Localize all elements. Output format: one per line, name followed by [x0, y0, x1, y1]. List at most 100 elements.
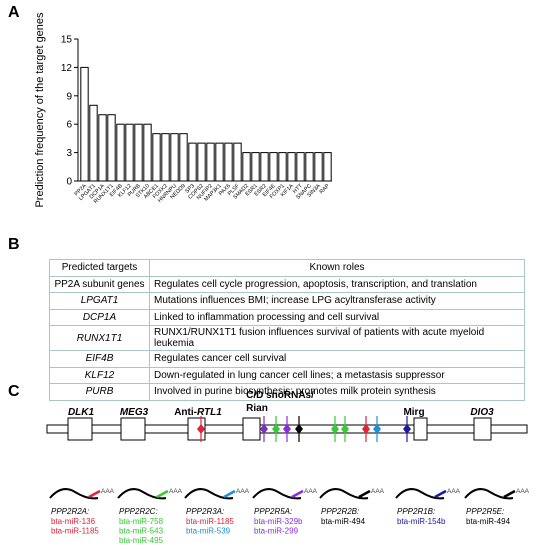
mirna-binding-mark [88, 489, 101, 499]
panel-label-c: C [8, 383, 20, 400]
y-tick-label: 9 [66, 91, 72, 102]
bars [80, 66, 332, 182]
x-tick-label: SP3 [184, 183, 196, 195]
bar [188, 142, 197, 182]
gene-label-mirg: Mirg [403, 407, 424, 418]
poly-a-tail: AAA [516, 488, 530, 495]
gene-label-dio3: DIO3 [470, 407, 494, 418]
bar [161, 133, 170, 182]
target-transcript: AAA PPP2R5E:bta-miR-494 [464, 488, 530, 526]
cell-predicted-target: EIF4B [49, 350, 150, 368]
mirna-binding-mark [291, 489, 304, 499]
mirna-name: bta-miR-539 [186, 527, 231, 536]
mirna-marker-diamond [403, 424, 411, 434]
mrna-curve [319, 488, 369, 500]
table-row: PURB Involved in purine biosynthesis; pro… [49, 383, 525, 401]
bar [260, 152, 269, 182]
mirna-marker-diamond [283, 424, 291, 434]
target-gene-name: PPP2R2C: [119, 507, 158, 516]
table-row: KLF12 Down-regulated in lung cancer cell … [49, 366, 525, 384]
bar [116, 123, 125, 182]
bar [98, 114, 107, 182]
bar [296, 152, 305, 182]
x-tick-label: RAP [319, 183, 331, 195]
mirna-name: bta-miR-299 [254, 527, 299, 536]
mrna-curve [184, 488, 234, 500]
bar [179, 133, 188, 182]
bar [89, 104, 98, 182]
y-tick-label: 0 [66, 177, 72, 188]
cell-known-role: Linked to inflammation processing and ce… [149, 308, 525, 326]
mirna-binding-mark [503, 489, 516, 499]
bar [80, 66, 89, 182]
bar [170, 133, 179, 182]
mirna-binding-mark [434, 489, 447, 499]
gene-box-rian [242, 417, 261, 441]
panel-label-a: A [8, 4, 20, 21]
mirna-marker-diamond [331, 424, 339, 434]
mirna-binding-mark [358, 489, 371, 499]
locus-diagram: DLK1 MEG3 Anti-RTL1 C/D snoRNAs/ Rian Mi… [46, 390, 530, 545]
poly-a-tail: AAA [101, 488, 115, 495]
target-transcripts: AAAPPP2R2A:bta-miR-136bta-miR-1185AAAPPP… [49, 488, 530, 545]
mirna-name: bta-miR-758 [119, 517, 164, 526]
known-roles-table: Predicted targets Known roles PP2A subun… [49, 259, 525, 401]
table-header-row: Predicted targets Known roles [49, 259, 525, 277]
gene-label-snorna: C/D snoRNAs/ [246, 390, 314, 401]
target-transcript: AAA PPP2R2B:bta-miR-494 [319, 488, 385, 526]
rtl1-italic: RTL1 [197, 407, 222, 418]
mirna-name: bta-miR-136 [51, 517, 96, 526]
x-tick-labels: PP2ALPGAT1DCP1ARUNX1T1EIF4BKLF12PURBSTK1… [74, 183, 331, 205]
mrna-curve [464, 488, 514, 500]
bar [206, 142, 215, 182]
mirna-binding-mark [223, 489, 236, 499]
y-tick-label: 15 [61, 35, 73, 46]
header-known-roles: Known roles [149, 259, 525, 277]
mirna-marker-diamond [197, 424, 205, 434]
header-predicted-targets: Predicted targets [49, 259, 150, 277]
mirna-marker-diamond [260, 424, 268, 434]
cell-predicted-target: RUNX1T1 [49, 325, 150, 351]
mirna-name: bta-miR-543 [119, 527, 164, 536]
target-gene-name: PPP2R2A: [51, 507, 89, 516]
mirna-name: bta-miR-154b [397, 517, 446, 526]
bar [323, 152, 332, 182]
bar [314, 152, 323, 182]
gene-box-mirg [413, 417, 428, 441]
table-row: EIF4B Regulates cancer cell survival [49, 350, 525, 368]
bar [287, 152, 296, 182]
poly-a-tail: AAA [236, 488, 250, 495]
cell-known-role: Regulates cell cycle progression, apopto… [149, 275, 525, 293]
mirna-marker-diamond [362, 424, 370, 434]
gene-label-meg3: MEG3 [120, 407, 149, 418]
target-transcript: AAA PPP2R2C:bta-miR-758bta-miR-543bta-miR… [117, 488, 183, 545]
cell-predicted-target: PP2A subunit genes [49, 275, 150, 293]
mirna-name: bta-miR-494 [321, 517, 366, 526]
gene-label-dlk1: DLK1 [68, 407, 95, 418]
bar [197, 142, 206, 182]
cell-predicted-target: LPGAT1 [49, 292, 150, 310]
target-gene-name: PPP2R5E: [466, 507, 504, 516]
known-roles-table-container: Predicted targets Known roles PP2A subun… [49, 259, 525, 401]
mirna-name: bta-miR-329b [254, 517, 303, 526]
mrna-curve [395, 488, 445, 500]
bar [278, 152, 287, 182]
mrna-curve [117, 488, 167, 500]
cell-known-role: Involved in purine biosynthesis; promote… [149, 383, 525, 401]
y-tick-label: 6 [66, 120, 72, 131]
mirna-marker-diamond [295, 424, 303, 434]
gene-label-anti-rtl1: Anti-RTL1 [174, 407, 222, 418]
gene-box-dlk1 [67, 417, 93, 441]
cell-known-role: RUNX1/RUNX1T1 fusion influences survival… [149, 325, 525, 351]
mrna-curve [252, 488, 302, 500]
bar [107, 114, 116, 182]
table-row: DCP1A Linked to inflammation processing a… [49, 308, 525, 326]
cell-known-role: Regulates cancer cell survival [149, 350, 525, 368]
mirna-name: bta-miR-1185 [51, 527, 99, 536]
mirna-marker-diamond [373, 424, 381, 434]
poly-a-tail: AAA [304, 488, 318, 495]
y-axis-label: Prediction frequency of the target genes [34, 12, 46, 208]
mirna-name: bta-miR-494 [466, 517, 511, 526]
